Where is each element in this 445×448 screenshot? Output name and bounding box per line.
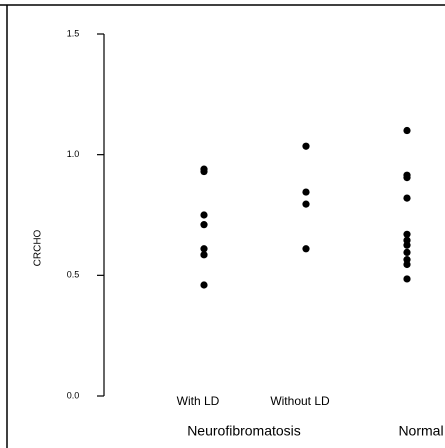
dot: [302, 142, 310, 150]
dot: [200, 221, 208, 229]
x-tick-label: Without LD: [270, 394, 330, 408]
y-tick-label: 1.0: [67, 149, 80, 159]
dot: [403, 248, 411, 257]
dot: [200, 211, 208, 219]
x-tick-label: Normal: [398, 423, 443, 439]
dot: [302, 200, 310, 208]
group-label: Neurofibromatosis: [187, 423, 301, 439]
dot: [302, 188, 310, 196]
dot: [200, 245, 208, 253]
dot: [200, 251, 208, 259]
dot: [302, 245, 310, 253]
dot: [403, 126, 411, 135]
dot: [403, 173, 411, 182]
dot: [200, 281, 208, 289]
x-tick-label: With LD: [177, 394, 220, 408]
dot: [403, 275, 411, 283]
y-tick-label: 0.5: [67, 270, 80, 280]
y-tick-label: 0.0: [67, 390, 80, 400]
y-axis-label: CRCHO: [33, 229, 44, 266]
dot: [403, 241, 411, 249]
y-tick-label: 1.5: [67, 28, 80, 38]
dot: [403, 260, 411, 269]
dot: [403, 194, 411, 202]
dot: [403, 230, 411, 238]
dot: [200, 167, 208, 176]
